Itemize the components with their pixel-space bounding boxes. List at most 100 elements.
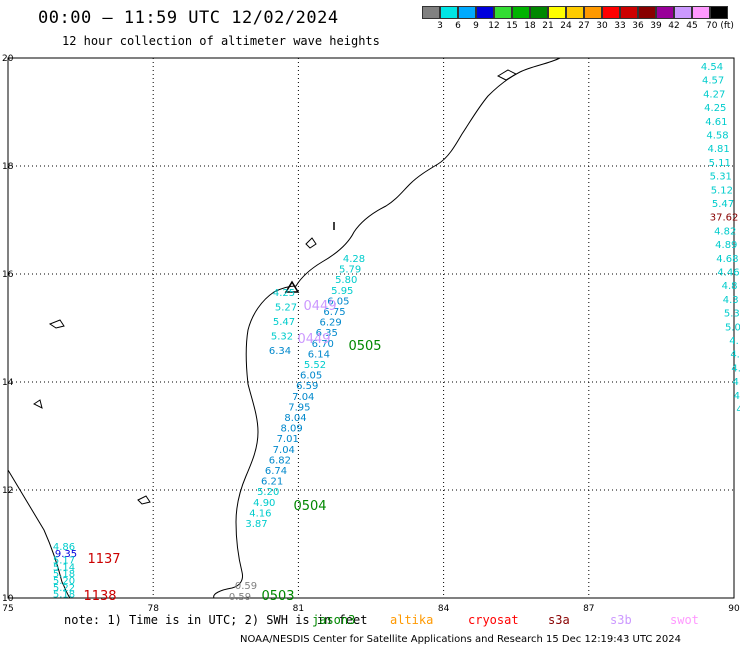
scale-label: 42 <box>668 21 680 31</box>
wave-height-label: 5.52 <box>304 360 326 371</box>
wave-height-label: 5.14 <box>53 562 75 573</box>
scale-swatch <box>476 6 494 19</box>
wave-height-label: 4. <box>730 350 740 361</box>
wave-height-label: 0.59 <box>229 592 251 603</box>
wave-height-label: 4. <box>731 363 740 374</box>
pass-time-label: 1138 <box>83 589 116 604</box>
wave-height-label: 7.95 <box>288 402 310 413</box>
wave-height-label: 5.17 <box>53 556 75 567</box>
wave-height-label: 4.27 <box>703 89 725 100</box>
island <box>305 237 317 249</box>
wave-height-label: 5.0 <box>725 322 740 333</box>
scale-swatch <box>674 6 692 19</box>
legend-item-s3b: s3b <box>610 613 632 627</box>
scale-label: 36 <box>632 21 644 31</box>
island <box>137 495 151 505</box>
coastline <box>7 57 561 599</box>
scale-label: 30 <box>596 21 608 31</box>
wave-height-label: 4.25 <box>704 103 726 114</box>
legend-item-cryosat: cryosat <box>468 613 519 627</box>
wave-height-label: 5.18 <box>53 590 75 601</box>
wave-height-label: 9.35 <box>55 549 77 560</box>
scale-swatch <box>656 6 674 19</box>
wave-height-label: 3.87 <box>245 519 267 530</box>
pass-time-label: 1137 <box>87 552 120 567</box>
wave-height-label: 4.54 <box>701 62 723 73</box>
wave-height-label: 5.20 <box>257 487 279 498</box>
wave-height-label: 4.25 <box>273 288 295 299</box>
wave-height-label: 6.82 <box>269 455 291 466</box>
wave-height-label: 8.04 <box>284 413 306 424</box>
lon-tick-label: 78 <box>147 604 159 614</box>
page-subtitle: 12 hour collection of altimeter wave hei… <box>62 34 380 48</box>
scale-label: 33 <box>614 21 626 31</box>
pass-time-label: 0449 <box>297 332 330 347</box>
wave-height-label: 5.32 <box>271 332 293 343</box>
lat-tick-label: 14 <box>2 378 14 388</box>
legend-item-altika: altika <box>390 613 434 627</box>
wave-height-label: 4.46 <box>717 268 739 279</box>
wave-height-label: 4.28 <box>343 254 365 265</box>
scale-label: 3 <box>437 21 443 31</box>
page-title: 00:00 – 11:59 UTC 12/02/2024 <box>38 8 339 28</box>
wave-height-label: 5.80 <box>335 275 357 286</box>
wave-height-label: 5.27 <box>275 303 297 314</box>
scale-swatch <box>440 6 458 19</box>
scale-swatch <box>422 6 440 19</box>
wave-height-label: 5.95 <box>331 286 353 297</box>
lon-tick-label: 87 <box>583 604 594 614</box>
wave-height-label: 4. <box>734 391 740 402</box>
scale-label: 45 <box>686 21 698 31</box>
coastline-main <box>213 57 561 599</box>
lon-tick-label: 75 <box>2 604 13 614</box>
wave-height-label: 4.58 <box>706 131 728 142</box>
lat-tick-label: 18 <box>2 162 14 172</box>
pass-time-label: 0449 <box>303 299 336 314</box>
wave-height-label: 4.57 <box>702 76 724 87</box>
wave-height-label: 4.68 <box>716 254 738 265</box>
coastline-sw <box>7 469 71 599</box>
wave-height-label: 4.16 <box>249 508 271 519</box>
scale-swatch <box>584 6 602 19</box>
wave-height-label: 7.01 <box>277 434 299 445</box>
units-note: note: 1) Time is in UTC; 2) SWH is in fe… <box>64 613 368 627</box>
wave-height-label: 5.11 <box>709 158 731 169</box>
wave-height-label: 7.04 <box>273 445 295 456</box>
wave-height-label: 6.34 <box>269 346 291 357</box>
legend-item-jason3: jason3 <box>312 613 356 627</box>
pass-time-label: 0504 <box>293 499 326 514</box>
scale-label: 27 <box>578 21 590 31</box>
scale-label: 15 <box>506 21 518 31</box>
wave-height-label: 6.14 <box>308 349 330 360</box>
wave-height-label: 5.22 <box>53 583 75 594</box>
wave-height-label: 6.05 <box>327 296 349 307</box>
island <box>284 280 300 293</box>
wave-height-label: 4. <box>733 377 740 388</box>
scale-label: 70 (ft) <box>706 21 734 31</box>
wave-height-label: 6.74 <box>265 466 287 477</box>
wave-height-label: 7.04 <box>292 392 314 403</box>
color-scale-labels: 3 6 9 12 15 18 21 24 27 30 33 36 39 42 45 70 (ft) <box>422 21 740 33</box>
wave-height-label: 5.12 <box>711 185 733 196</box>
wave-height-label: 4.61 <box>705 117 727 128</box>
wave-height-label: 4.82 <box>714 226 736 237</box>
scale-swatch <box>638 6 656 19</box>
wave-height-label: 5.79 <box>339 265 361 276</box>
wave-height-label: 5.31 <box>710 172 732 183</box>
lat-tick-label: 10 <box>2 594 14 604</box>
lat-tick-label: 12 <box>2 486 13 496</box>
wave-height-label: 4.90 <box>253 498 275 509</box>
wave-height-label: 5.47 <box>273 317 295 328</box>
wave-height-label: 4.86 <box>53 542 75 553</box>
scale-label: 18 <box>524 21 536 31</box>
island <box>33 399 43 409</box>
wave-height-label: 5.18 <box>53 569 75 580</box>
wave-height-label: 8.09 <box>280 424 302 435</box>
wave-height-label: 4.81 <box>707 144 729 155</box>
scale-label: 39 <box>650 21 662 31</box>
scale-label: 12 <box>488 21 500 31</box>
wave-height-label: 6.70 <box>312 339 334 350</box>
wave-height-label: 6.21 <box>261 477 283 488</box>
scale-label: 24 <box>560 21 572 31</box>
